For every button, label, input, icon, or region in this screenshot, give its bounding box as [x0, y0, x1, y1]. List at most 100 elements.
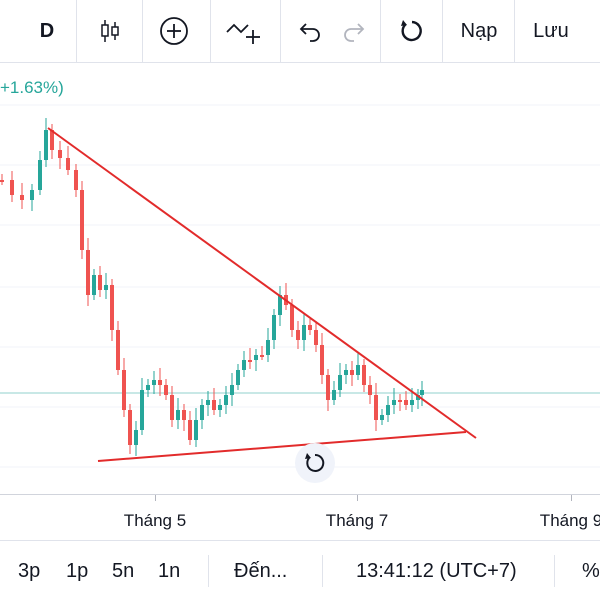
goto-label: Đến... [234, 559, 288, 582]
compare-button[interactable] [146, 0, 202, 62]
candle-body [104, 285, 108, 290]
candle-body [116, 330, 120, 370]
x-tick [155, 495, 156, 501]
candle-body [230, 385, 234, 395]
candle-body [326, 375, 330, 400]
candle-body [212, 400, 216, 410]
top-toolbar: D [0, 0, 600, 63]
percent-scale-button[interactable]: % [582, 541, 600, 601]
candle-body [260, 355, 264, 357]
descending-trendline [47, 127, 477, 439]
save-label: Lưu [533, 19, 569, 42]
range-5d-button[interactable]: 5n [112, 541, 134, 601]
range-label: 3p [18, 559, 41, 582]
candle-body [10, 180, 14, 195]
candle-body [58, 150, 62, 158]
candle-body [380, 415, 384, 420]
price-chart[interactable] [0, 62, 600, 498]
candle-body [50, 130, 54, 150]
candle-body [66, 158, 70, 170]
load-button[interactable]: Nạp [446, 0, 512, 62]
redo-icon [344, 23, 365, 42]
candle-body [146, 385, 150, 390]
candle-body [242, 360, 246, 370]
candle-body [30, 190, 34, 200]
candle-body [266, 340, 270, 355]
candle-body [170, 395, 174, 420]
candle-body [398, 400, 402, 402]
save-button[interactable]: Lưu [518, 0, 584, 62]
candle-body [420, 390, 424, 395]
ascending-trendline [97, 431, 467, 462]
candle-body [416, 395, 420, 400]
candle-body [140, 390, 144, 430]
candle-body [92, 275, 96, 295]
add-indicator-icon [226, 23, 260, 44]
range-1m-button[interactable]: 1p [66, 541, 88, 601]
x-tick [571, 495, 572, 501]
candle-body [218, 405, 222, 410]
candle-body [314, 330, 318, 345]
reset-chart-button[interactable] [295, 443, 335, 483]
candle-body [98, 275, 102, 290]
reload-button[interactable] [388, 0, 436, 62]
redo-button[interactable] [334, 0, 374, 62]
candle-body [356, 365, 360, 375]
undo-button[interactable] [290, 0, 330, 62]
candle-body [38, 160, 42, 190]
candle-body [302, 325, 306, 340]
undo-icon [299, 23, 320, 42]
candle-body [236, 370, 240, 385]
candle-body [86, 250, 90, 295]
candle-body [320, 345, 324, 375]
candle-body [368, 385, 372, 395]
range-3m-button[interactable]: 3p [18, 541, 40, 601]
percent-label: % [582, 559, 600, 582]
candle-body [20, 195, 24, 200]
candle-body [248, 360, 252, 362]
range-1d-button[interactable]: 1n [158, 541, 180, 601]
candle-body [386, 405, 390, 415]
candle-body [110, 285, 114, 330]
candle-body [182, 410, 186, 420]
candle-body [290, 305, 294, 330]
candle-body [308, 325, 312, 330]
range-label: 1n [158, 559, 181, 582]
candle-body [194, 420, 198, 440]
candle-body [0, 180, 4, 182]
chart-type-button[interactable] [82, 0, 138, 62]
candle-body [188, 420, 192, 440]
candle-body [134, 430, 138, 445]
candle-body [128, 410, 132, 445]
candles [0, 118, 424, 456]
load-label: Nạp [460, 19, 498, 42]
candle-body [296, 330, 300, 340]
candle-body [392, 400, 396, 405]
clock-timezone[interactable]: 13:41:12 (UTC+7) [356, 541, 517, 601]
candle-body [200, 405, 204, 420]
candle-body [176, 410, 180, 420]
candle-body [152, 380, 156, 385]
candle-body [224, 395, 228, 405]
interval-button[interactable]: D [22, 0, 72, 62]
clock-text: 13:41:12 (UTC+7) [356, 559, 517, 582]
candle-body [362, 365, 366, 385]
x-label-september: Tháng 9 [539, 511, 600, 530]
candle-body [278, 295, 282, 315]
candle-body [254, 355, 258, 360]
add-circle-icon [160, 17, 188, 45]
range-label: 5n [112, 559, 135, 582]
time-axis: Tháng 5 Tháng 7 Tháng 9 [0, 494, 600, 541]
candle-body [80, 190, 84, 250]
candle-body [338, 375, 342, 390]
change-percent: +1.63%) [0, 78, 64, 97]
goto-date-button[interactable]: Đến... [234, 541, 287, 601]
interval-label: D [39, 19, 55, 42]
x-label-may: Tháng 5 [123, 511, 187, 530]
x-tick [357, 495, 358, 501]
candle-body [344, 370, 348, 375]
indicators-button[interactable] [214, 0, 272, 62]
range-label: 1p [66, 559, 89, 582]
candle-body [374, 395, 378, 420]
candle-body [332, 390, 336, 400]
